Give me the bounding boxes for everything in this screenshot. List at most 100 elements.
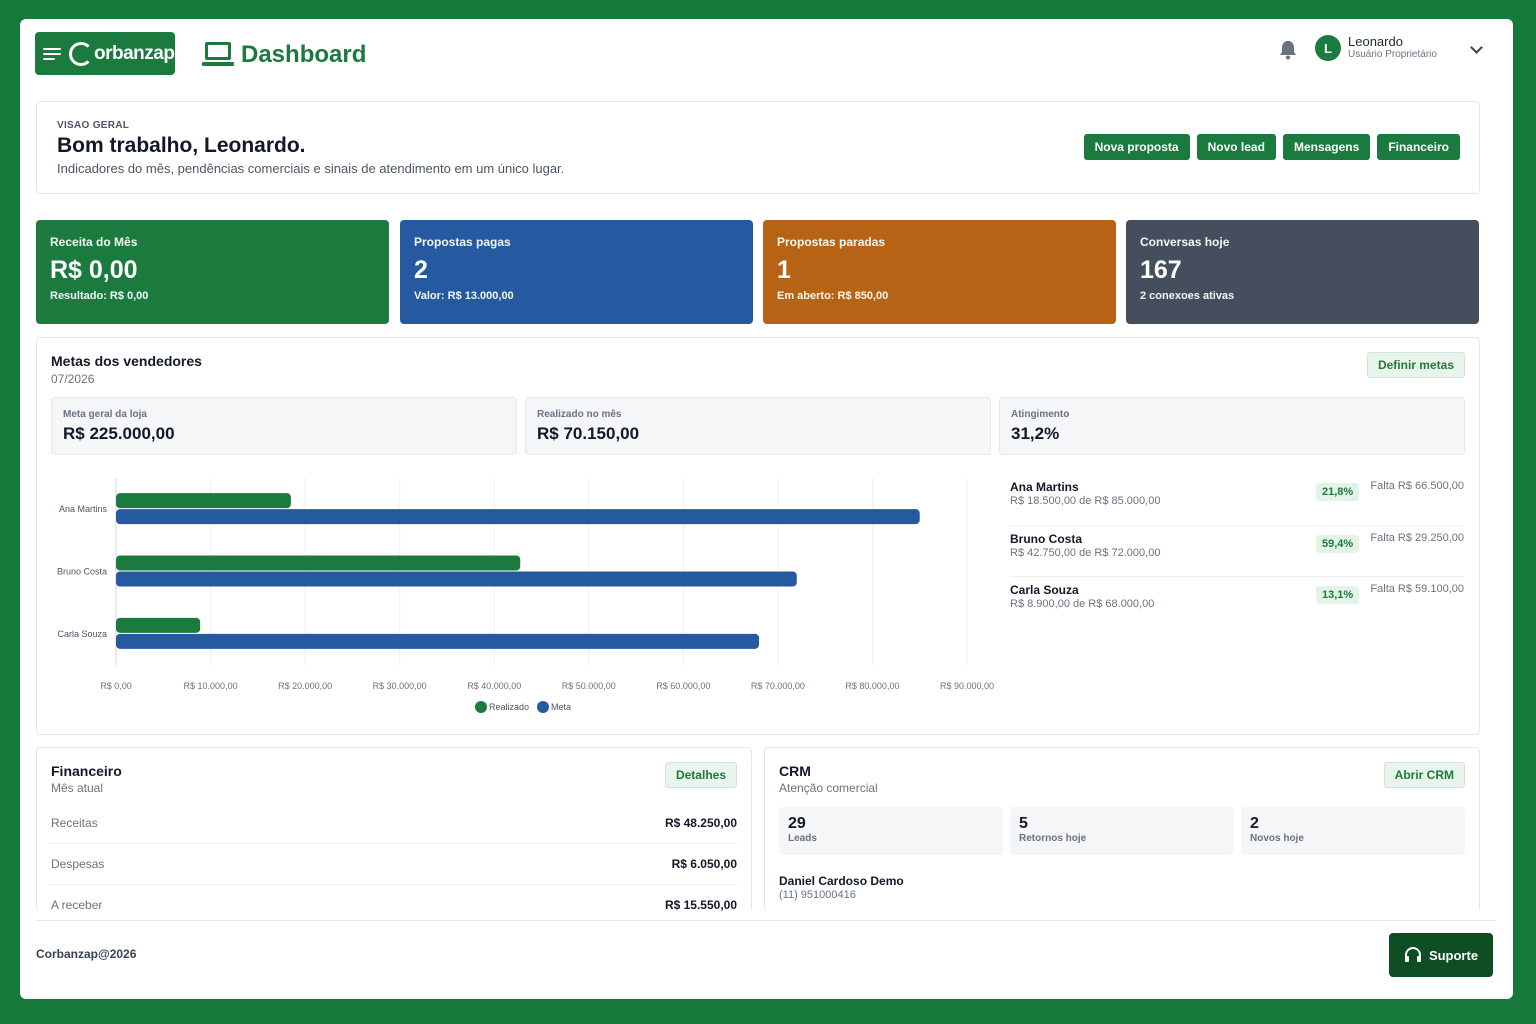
logo-menu-button[interactable]: orbanzap — [35, 32, 175, 75]
seller-missing: Falta R$ 66.500,00 — [1370, 480, 1464, 492]
metric-achieved: Realizado no mês R$ 70.150,00 — [525, 397, 991, 455]
seller-missing: Falta R$ 29.250,00 — [1370, 532, 1464, 544]
laptop-icon — [202, 42, 234, 68]
seller-row[interactable]: Bruno Costa R$ 42.750,00 de R$ 72.000,00… — [1010, 525, 1464, 576]
chart-x-tick-label: R$ 40.000,00 — [467, 681, 521, 691]
chart-x-tick-label: R$ 20.000,00 — [278, 681, 332, 691]
seller-name: Carla Souza — [1010, 583, 1079, 597]
crm-box-value: 2 — [1250, 815, 1259, 832]
chart-x-tick-label: R$ 10.000,00 — [184, 681, 238, 691]
finance-subtitle: Mês atual — [51, 781, 104, 795]
chart-category-label: Bruno Costa — [57, 567, 107, 577]
crm-box-label: Novos hoje — [1250, 833, 1304, 844]
seller-detail: R$ 18.500,00 de R$ 85.000,00 — [1010, 495, 1161, 507]
stat-card-conversations[interactable]: Conversas hoje 167 2 conexoes ativas — [1126, 220, 1479, 324]
support-label: Suporte — [1428, 947, 1479, 963]
footer-divider — [36, 920, 1496, 921]
stat-card-stalled-proposals[interactable]: Propostas paradas 1 Em aberto: R$ 850,00 — [763, 220, 1116, 324]
crm-subtitle: Atenção comercial — [779, 781, 878, 795]
stat-value: 167 — [1140, 256, 1182, 284]
goals-bar-chart: R$ 0,00 R$ 10.000,00 R$ 20.000,00 R$ 30.000… — [57, 478, 994, 713]
finance-button[interactable]: Financeiro — [1377, 134, 1460, 160]
details-button[interactable]: Detalhes — [664, 762, 737, 788]
brand-name: orbanzap — [94, 42, 175, 64]
metric-store-goal: Meta geral da loja R$ 225.000,00 — [51, 397, 517, 455]
stat-sub: Em aberto: R$ 850,00 — [777, 290, 889, 302]
copyright: Corbanzap@2026 — [36, 947, 137, 961]
finance-row: Receitas R$ 48.250,00 — [51, 803, 737, 844]
finance-row-label: Receitas — [51, 816, 98, 830]
finance-panel: Financeiro Mês atual Detalhes Receitas R… — [36, 747, 752, 912]
user-name: Leonardo — [1348, 34, 1403, 49]
chart-x-tick-label: R$ 60.000,00 — [656, 681, 710, 691]
finance-row: Despesas R$ 6.050,00 — [51, 844, 737, 885]
chart-bar-realizado — [116, 555, 521, 571]
chart-x-tick-label: R$ 30.000,00 — [373, 681, 427, 691]
crm-contact-name[interactable]: Daniel Cardoso Demo — [779, 874, 904, 888]
crm-box-label: Retornos hoje — [1019, 833, 1087, 844]
crm-returns-box[interactable]: 5 Retornos hoje — [1010, 807, 1234, 855]
logo-mark-icon — [69, 41, 93, 66]
chart-x-tick-label: R$ 90.000,00 — [940, 681, 994, 691]
chart-x-tick-label: R$ 80.000,00 — [845, 681, 899, 691]
chart-x-tick-label: R$ 0,00 — [100, 681, 132, 691]
user-role: Usuário Proprietário — [1348, 49, 1437, 60]
metric-attainment: Atingimento 31,2% — [999, 397, 1465, 455]
stat-label: Conversas hoje — [1140, 235, 1230, 249]
chart-category-label: Carla Souza — [57, 629, 107, 639]
seller-row[interactable]: Carla Souza R$ 8.900,00 de R$ 68.000,00 … — [1010, 576, 1464, 627]
seller-row[interactable]: Ana Martins R$ 18.500,00 de R$ 85.000,00… — [1010, 474, 1464, 525]
chart-bar-realizado — [116, 493, 291, 509]
crm-title: CRM — [779, 763, 811, 779]
finance-row-label: A receber — [51, 898, 103, 912]
chart-legend-label: Meta — [551, 702, 571, 712]
crm-box-value: 5 — [1019, 815, 1028, 832]
seller-detail: R$ 8.900,00 de R$ 68.000,00 — [1010, 598, 1155, 610]
crm-box-label: Leads — [788, 833, 817, 844]
chart-legend-label: Realizado — [489, 702, 529, 712]
new-lead-button[interactable]: Novo lead — [1196, 134, 1276, 160]
seller-name: Ana Martins — [1010, 480, 1079, 494]
stat-card-paid-proposals[interactable]: Propostas pagas 2 Valor: R$ 13.000,00 — [400, 220, 753, 324]
app-frame: orbanzap Dashboard L Leonardo Usuário Pr… — [20, 19, 1513, 999]
crm-new-box[interactable]: 2 Novos hoje — [1241, 807, 1465, 855]
crm-box-value: 29 — [788, 815, 806, 832]
headset-icon — [1404, 947, 1421, 962]
finance-row-value: R$ 48.250,00 — [664, 816, 737, 830]
metric-value: R$ 70.150,00 — [537, 424, 640, 443]
seller-pct-badge: 21,8% — [1316, 483, 1360, 501]
chart-bar-meta — [116, 571, 797, 587]
brand-logo: orbanzap — [69, 41, 175, 66]
chart-legend-swatch — [537, 701, 549, 713]
overview-kicker: VISAO GERAL — [57, 120, 130, 131]
finance-row-label: Despesas — [51, 857, 105, 871]
avatar: L — [1315, 35, 1341, 61]
finance-row: A receber R$ 15.550,00 — [51, 885, 737, 912]
chart-bar-meta — [116, 509, 920, 525]
goals-period: 07/2026 — [51, 372, 95, 386]
user-menu[interactable]: L Leonardo Usuário Proprietário — [1315, 35, 1437, 61]
seller-detail: R$ 42.750,00 de R$ 72.000,00 — [1010, 547, 1161, 559]
stat-card-revenue[interactable]: Receita do Mês R$ 0,00 Resultado: R$ 0,0… — [36, 220, 389, 324]
metric-label: Realizado no mês — [537, 409, 622, 420]
crm-leads-box[interactable]: 29 Leads — [779, 807, 1003, 855]
define-goals-button[interactable]: Definir metas — [1366, 352, 1465, 378]
goals-title: Metas dos vendedores — [51, 353, 202, 369]
chevron-down-icon[interactable] — [1470, 41, 1483, 54]
chart-bar-meta — [116, 633, 759, 649]
quick-actions: Nova proposta Novo lead Mensagens Financ… — [1083, 134, 1460, 160]
crm-contact-phone: (11) 951000416 — [779, 889, 856, 901]
bell-icon[interactable] — [1279, 40, 1297, 60]
page-heading: Dashboard — [202, 41, 366, 69]
chart-bar-realizado — [116, 617, 201, 633]
new-proposal-button[interactable]: Nova proposta — [1083, 134, 1190, 160]
chart-legend-swatch — [475, 701, 487, 713]
menu-icon[interactable] — [43, 47, 61, 61]
finance-row-value: R$ 6.050,00 — [671, 857, 737, 871]
open-crm-button[interactable]: Abrir CRM — [1383, 762, 1465, 788]
page-title: Dashboard — [241, 41, 367, 68]
stat-label: Receita do Mês — [50, 235, 138, 249]
metric-label: Atingimento — [1011, 409, 1070, 420]
messages-button[interactable]: Mensagens — [1282, 134, 1371, 160]
support-button[interactable]: Suporte — [1389, 933, 1493, 977]
